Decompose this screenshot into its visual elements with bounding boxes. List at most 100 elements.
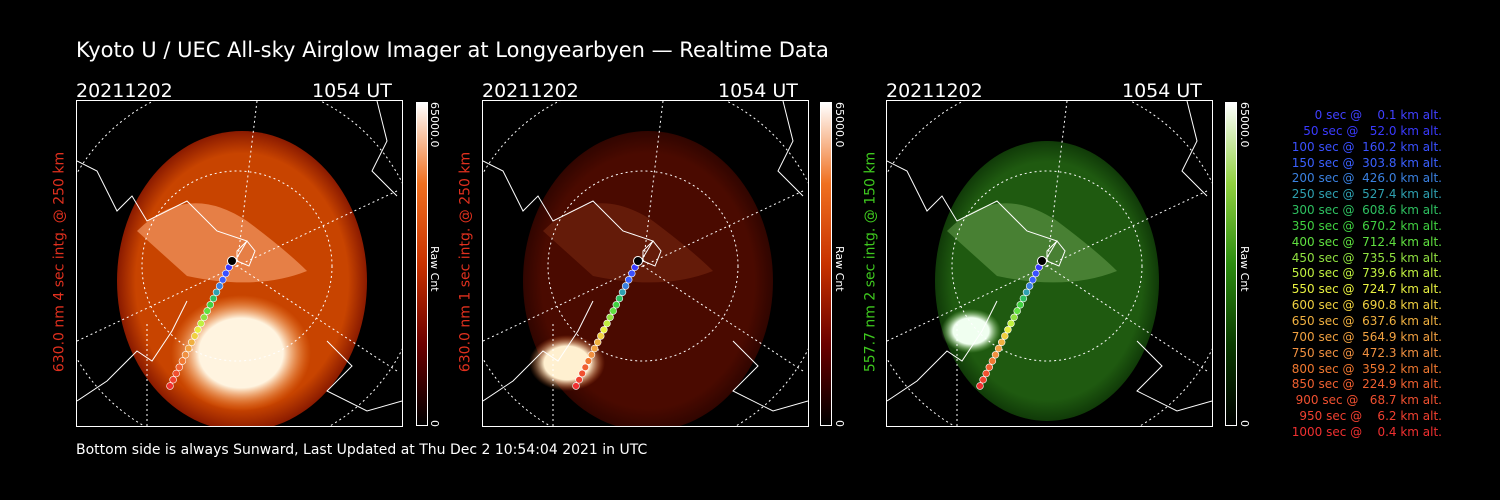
trajectory-point bbox=[1013, 307, 1021, 315]
panel-2-cbar-bottom: 0 bbox=[833, 420, 846, 427]
coastline bbox=[887, 160, 1058, 267]
panel-1-colorbar bbox=[416, 102, 428, 426]
aurora-blob bbox=[529, 335, 605, 391]
panel-3-label: 557.7 nm 2 sec intg. @ 150 km bbox=[862, 151, 879, 373]
trajectory-point bbox=[194, 326, 202, 334]
panel-2-cbar-unit: Raw Cnt bbox=[833, 246, 846, 292]
legend-row: 600 sec @ 690.8 km alt. bbox=[1287, 298, 1442, 313]
legend-row: 500 sec @ 739.6 km alt. bbox=[1287, 266, 1442, 281]
legend-row: 350 sec @ 670.2 km alt. bbox=[1287, 218, 1442, 233]
coastline bbox=[77, 300, 188, 402]
panel-1-cbar-unit: Raw Cnt bbox=[428, 246, 441, 292]
trajectory-point bbox=[578, 369, 586, 378]
trajectory-point bbox=[212, 288, 221, 297]
trajectory-point bbox=[587, 351, 596, 359]
panel-1-cbar-top: 65000.0 bbox=[428, 102, 441, 148]
trajectory-point bbox=[222, 269, 230, 278]
trajectory-point bbox=[1019, 294, 1028, 303]
trajectory-point bbox=[1007, 319, 1015, 328]
coastline bbox=[483, 160, 654, 267]
trajectory-point bbox=[203, 307, 211, 315]
trajectory-point bbox=[615, 294, 624, 303]
legend-row: 950 sec @ 6.2 km alt. bbox=[1295, 409, 1442, 424]
trajectory-point bbox=[191, 332, 199, 340]
trajectory-point bbox=[1010, 313, 1018, 322]
trajectory-point bbox=[997, 338, 1006, 347]
legend-row: 250 sec @ 527.4 km alt. bbox=[1287, 187, 1442, 202]
coastline bbox=[732, 340, 808, 412]
station-marker bbox=[1037, 256, 1047, 266]
allsky-image-1 bbox=[77, 101, 402, 426]
legend-row: 50 sec @ 52.0 km alt. bbox=[1295, 123, 1442, 138]
panel-2-date: 20211202 bbox=[482, 80, 579, 102]
legend-row: 1000 sec @ 0.4 km alt. bbox=[1291, 424, 1442, 439]
panel-2-colorbar bbox=[820, 102, 832, 426]
trajectory-point bbox=[1025, 282, 1034, 290]
coastline bbox=[1181, 101, 1208, 197]
coastline bbox=[887, 300, 998, 402]
panel-2-cbar-top: 65000.0 bbox=[833, 102, 846, 148]
trajectory-point bbox=[593, 338, 602, 347]
trajectory-point bbox=[187, 338, 196, 347]
trajectory-point bbox=[994, 344, 1003, 353]
trajectory-point bbox=[197, 319, 205, 328]
trajectory-point bbox=[1022, 288, 1031, 297]
trajectory-point bbox=[581, 363, 590, 371]
trajectory-point bbox=[625, 276, 633, 284]
trajectory-point bbox=[985, 363, 994, 371]
trajectory-legend: 0 sec @ 0.1 km alt. 50 sec @ 52.0 km alt… bbox=[1262, 108, 1442, 441]
legend-row: 300 sec @ 608.6 km alt. bbox=[1287, 203, 1442, 218]
trajectory-point bbox=[976, 382, 984, 390]
coastline bbox=[642, 240, 662, 267]
coastline bbox=[371, 101, 398, 197]
panel-2-image bbox=[482, 100, 809, 427]
aurora-blob bbox=[941, 309, 1001, 353]
trajectory-point bbox=[991, 351, 1000, 359]
trajectory-point bbox=[628, 269, 636, 278]
panel-2-time: 1054 UT bbox=[718, 80, 798, 102]
legend-row: 100 sec @ 160.2 km alt. bbox=[1287, 139, 1442, 154]
trajectory-point bbox=[618, 288, 627, 297]
panel-3-time: 1054 UT bbox=[1122, 80, 1202, 102]
trajectory-point bbox=[606, 313, 614, 322]
trajectory-point bbox=[597, 332, 605, 340]
coastline bbox=[1136, 340, 1212, 412]
station-marker bbox=[227, 256, 237, 266]
trajectory-point bbox=[184, 344, 193, 353]
legend-row: 650 sec @ 637.6 km alt. bbox=[1287, 313, 1442, 328]
panel-1-date: 20211202 bbox=[76, 80, 173, 102]
trajectory-point bbox=[600, 326, 608, 334]
trajectory-point bbox=[1016, 301, 1025, 309]
trajectory-point bbox=[603, 319, 611, 328]
legend-row: 550 sec @ 724.7 km alt. bbox=[1287, 282, 1442, 297]
trajectory-point bbox=[988, 357, 997, 365]
legend-row: 0 sec @ 0.1 km alt. bbox=[1303, 108, 1442, 122]
trajectory-point bbox=[209, 294, 218, 303]
trajectory-point bbox=[181, 351, 190, 359]
legend-row: 750 sec @ 472.3 km alt. bbox=[1287, 345, 1442, 360]
allsky-image-3 bbox=[887, 101, 1212, 426]
coastline bbox=[483, 300, 594, 402]
trajectory-point bbox=[172, 369, 180, 378]
trajectory-point bbox=[175, 363, 184, 371]
trajectory-point bbox=[982, 369, 990, 378]
trajectory-point bbox=[609, 307, 617, 315]
trajectory-point bbox=[169, 376, 177, 384]
legend-row: 200 sec @ 426.0 km alt. bbox=[1287, 171, 1442, 186]
trajectory-point bbox=[979, 376, 987, 384]
coastline bbox=[326, 340, 402, 412]
aurora-blob bbox=[171, 295, 311, 411]
coastline bbox=[236, 240, 256, 267]
trajectory-point bbox=[1029, 276, 1037, 284]
trajectory-point bbox=[200, 313, 208, 322]
panel-1-time: 1054 UT bbox=[312, 80, 392, 102]
trajectory-point bbox=[584, 357, 593, 365]
footer-status: Bottom side is always Sunward, Last Upda… bbox=[76, 442, 648, 458]
coastline bbox=[777, 101, 804, 197]
panel-2-label: 630.0 nm 1 sec intg. @ 250 km bbox=[457, 151, 474, 373]
panel-3-colorbar bbox=[1225, 102, 1237, 426]
trajectory-point bbox=[621, 282, 630, 290]
legend-row: 900 sec @ 68.7 km alt. bbox=[1291, 393, 1442, 408]
trajectory-point bbox=[219, 276, 227, 284]
trajectory-point bbox=[1032, 269, 1040, 278]
